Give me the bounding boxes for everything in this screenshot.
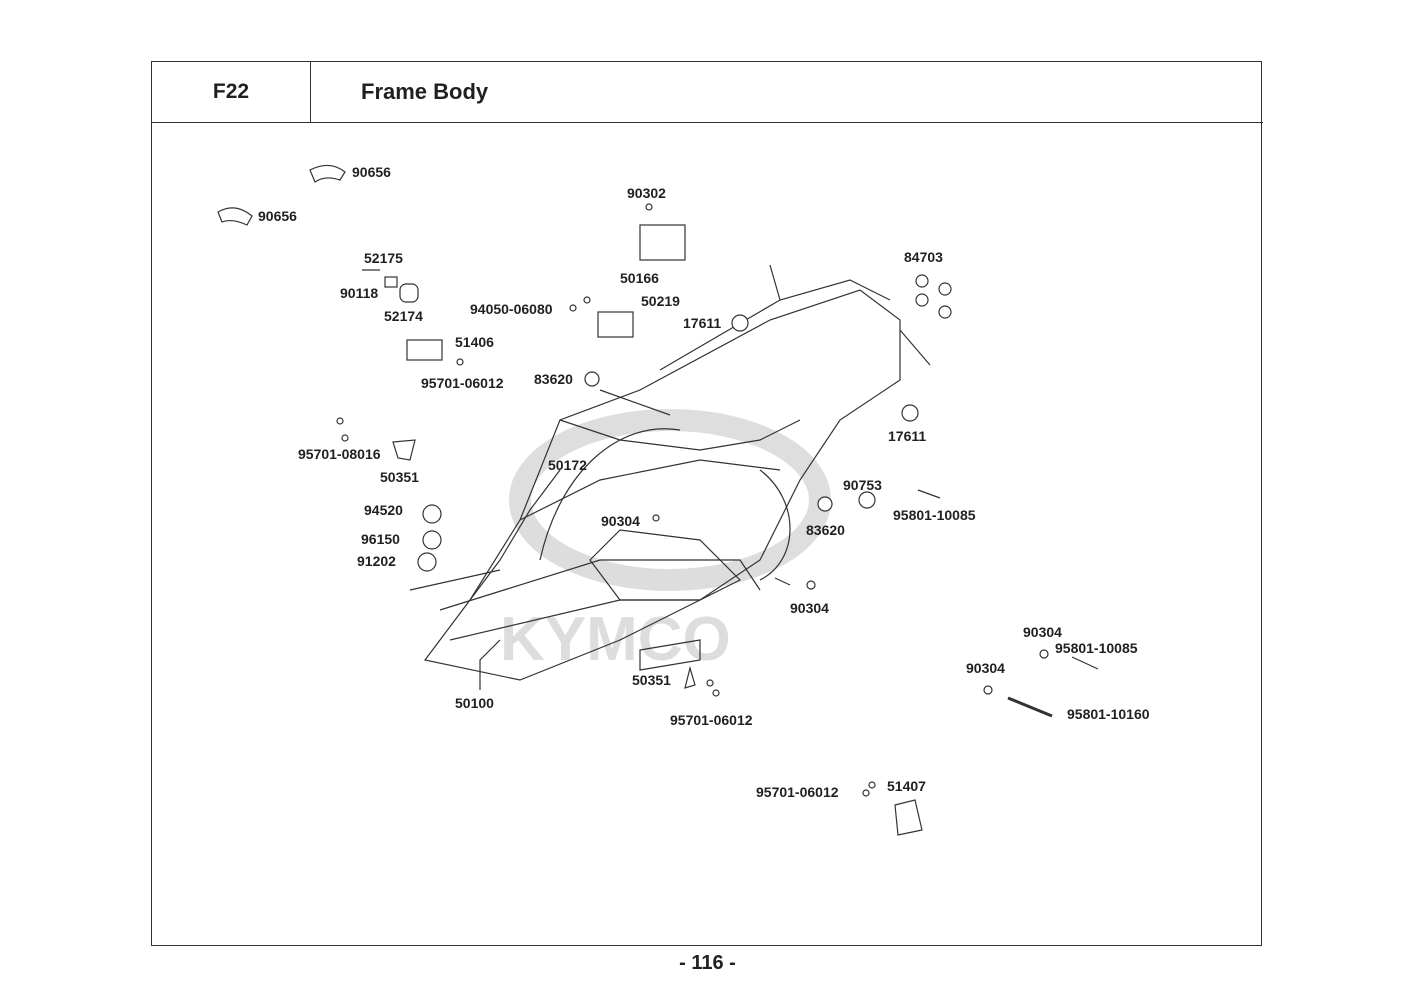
callout-label: 95801-10160 <box>1067 706 1150 722</box>
callout-label: 90656 <box>352 164 391 180</box>
bearing-icon <box>422 530 442 550</box>
callout-label: 52175 <box>364 250 403 266</box>
callout-label: 50166 <box>620 270 659 286</box>
callout-label: 51406 <box>455 334 494 350</box>
callout-label: 50100 <box>455 695 494 711</box>
callout-label: 90656 <box>258 208 297 224</box>
diagram-frame: F22 Frame Body <box>151 61 1263 946</box>
callout-label: 84703 <box>904 249 943 265</box>
bolt-icon <box>1071 656 1099 670</box>
callout-label: 17611 <box>888 428 927 444</box>
callout-label: 90304 <box>790 600 829 616</box>
callout-label: 90302 <box>627 185 666 201</box>
callout-label: 50172 <box>548 457 587 473</box>
page-title: Frame Body <box>361 79 489 104</box>
circlip-icon <box>422 504 442 524</box>
band-clamp-icon <box>309 164 346 183</box>
frame-body-drawing <box>409 264 931 690</box>
cap-icon <box>817 496 833 512</box>
washer-icon <box>858 491 876 509</box>
cap-icon <box>584 371 600 387</box>
bracket-icon <box>406 339 443 361</box>
parts <box>217 164 1099 836</box>
callout-label: 95801-10085 <box>1055 640 1138 656</box>
collar-icon <box>384 276 398 288</box>
callout-label: 91202 <box>357 553 396 569</box>
callout-label: 50351 <box>632 672 671 688</box>
rubber-mount-icon <box>901 404 919 422</box>
callout-label: 83620 <box>806 522 845 538</box>
bolt-icon <box>917 489 941 499</box>
callout-label: 52174 <box>384 308 423 324</box>
callout-label: 94520 <box>364 502 403 518</box>
callout-label: 95801-10085 <box>893 507 976 523</box>
callout-label: 90304 <box>601 513 640 529</box>
callout-label: 95701-06012 <box>670 712 753 728</box>
callout-label: 51407 <box>887 778 926 794</box>
bushing-icon <box>399 283 419 303</box>
rubber-mount-icon <box>731 314 749 332</box>
bracket-icon <box>639 224 686 261</box>
kymco-watermark: KYMCO <box>500 409 831 674</box>
band-clamp-icon <box>217 207 253 226</box>
watermark-text: KYMCO <box>500 605 731 674</box>
callout-label: 95701-08016 <box>298 446 381 462</box>
callout-label: 17611 <box>683 315 722 331</box>
plate-icon <box>684 665 696 689</box>
callout-label: 95701-06012 <box>421 375 504 391</box>
callout-label: 96150 <box>361 531 400 547</box>
bolt-icon <box>1007 696 1053 718</box>
callout-label: 95701-06012 <box>756 784 839 800</box>
header-row: F22 Frame Body <box>152 62 1263 123</box>
callout-label: 90304 <box>966 660 1005 676</box>
callout-label: 83620 <box>534 371 573 387</box>
callout-label: 90753 <box>843 477 882 493</box>
callout-label: 50219 <box>641 293 680 309</box>
section-code: F22 <box>152 62 311 122</box>
bracket-icon <box>597 311 634 338</box>
callout-label: 94050-06080 <box>470 301 553 317</box>
mount-icon <box>894 799 923 836</box>
callout-label: 50351 <box>380 469 419 485</box>
callout-label: 90304 <box>1023 624 1062 640</box>
page-number: - 116 - <box>679 952 736 974</box>
bearing-icon <box>417 552 437 572</box>
callout-label: 90118 <box>340 285 379 301</box>
plate-icon <box>392 439 416 461</box>
